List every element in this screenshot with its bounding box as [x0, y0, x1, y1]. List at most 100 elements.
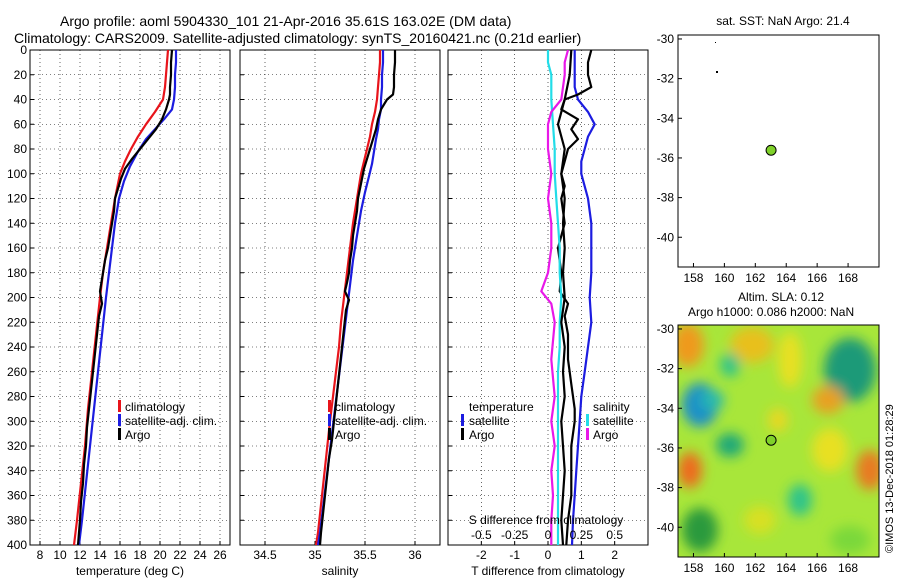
- depth-tick-label: 280: [7, 390, 27, 404]
- temperature-xlabel: temperature (deg C): [76, 564, 184, 578]
- map-x-tick-label: 166: [807, 271, 827, 285]
- sla-blob: [682, 508, 718, 552]
- sla-blob: [824, 338, 876, 402]
- sla-map-title-line1: Altim. SLA: 0.12: [738, 290, 824, 304]
- sla-blob: [678, 325, 704, 367]
- sla-heatmap: [678, 325, 879, 557]
- x-tick-label: 20: [153, 548, 167, 562]
- depth-tick-label: 360: [7, 489, 27, 503]
- figure-title-line2: Climatology: CARS2009. Satellite-adjuste…: [14, 30, 581, 46]
- sla-blob: [730, 327, 774, 363]
- sla-blob: [856, 450, 879, 490]
- map-y-tick-label: -36: [657, 441, 675, 455]
- depth-tick-label: 120: [7, 192, 27, 206]
- series-line-argo: [76, 50, 174, 545]
- depth-tick-label: 180: [7, 266, 27, 280]
- map-y-tick-label: -36: [657, 151, 675, 165]
- map-x-tick-label: 168: [838, 271, 858, 285]
- sla-blob: [700, 390, 724, 410]
- series-line-s-argo: [556, 50, 573, 545]
- map-y-tick-label: -38: [657, 481, 675, 495]
- x-tick-label: -2: [476, 548, 487, 562]
- sla-blob: [744, 506, 776, 534]
- depth-tick-label: 220: [7, 315, 27, 329]
- legend-label-satellite: satellite-adj. clim.: [125, 414, 217, 428]
- sla-map-title-line2: Argo h1000: 0.086 h2000: NaN: [688, 305, 854, 319]
- x-tick-label: 34.5: [253, 548, 277, 562]
- map-x-tick-label: 160: [714, 271, 734, 285]
- legend-swatch-s-argo: [586, 428, 589, 440]
- map-y-tick-label: -34: [657, 401, 675, 415]
- depth-tick-label: 300: [7, 414, 27, 428]
- series-line-t-satellite: [570, 50, 596, 545]
- legend-label-satellite: satellite-adj. clim.: [335, 414, 427, 428]
- x-tick-labels: 8 10 12 14 16 18 20 22 24 26 34.5 35 35.5 36 -2 -1 0 1 2-0…: [37, 528, 624, 562]
- sla-blob: [768, 408, 788, 432]
- legend-label-t-satellite: satellite: [469, 414, 510, 428]
- map-y-tick-label: -40: [657, 520, 675, 534]
- map-x-tick-label: 158: [683, 561, 703, 575]
- map-x-tick-label: 162: [745, 271, 765, 285]
- map-y-tick-label: -40: [657, 230, 675, 244]
- s-difference-label: S difference from climatology: [469, 513, 624, 527]
- x-tick-label: 24: [193, 548, 207, 562]
- x-tick-label: 16: [113, 548, 127, 562]
- legend-swatch-satellite: [328, 414, 331, 426]
- series-line-satellite-adj-clim-: [77, 50, 178, 545]
- map-y-tick-label: -32: [657, 362, 675, 376]
- salinity-xlabel: salinity: [322, 564, 359, 578]
- map-x-tick-label: 166: [807, 561, 827, 575]
- map-x-tick-label: 168: [838, 561, 858, 575]
- series-line-s-climatology: [540, 50, 570, 545]
- temperature-series: [72, 50, 178, 545]
- x-tick-label: 0: [545, 548, 552, 562]
- map-y-tick-label: -38: [657, 191, 675, 205]
- legend-swatch-argo: [118, 428, 121, 440]
- salinity-legend: climatology satellite-adj. clim. Argo: [328, 400, 427, 442]
- map-x-tick-label: 162: [745, 561, 765, 575]
- sst-map-axes: 158 160 162 164 166 168 -30 -32 -34 -36 -38 -40: [657, 32, 859, 285]
- x-tick-label: 14: [93, 548, 107, 562]
- x-tick-label: 35: [308, 548, 322, 562]
- x-tick-label: 18: [133, 548, 147, 562]
- sst-map-frame: [677, 34, 880, 268]
- map-x-tick-label: 164: [776, 561, 796, 575]
- depth-tick-label: 140: [7, 216, 27, 230]
- legend-swatch-climatology: [118, 400, 121, 412]
- s-diff-tick-label: 0: [545, 528, 552, 542]
- legend-title-temperature: temperature: [469, 400, 534, 414]
- legend-label-t-argo: Argo: [469, 428, 495, 442]
- x-tick-label: -1: [509, 548, 520, 562]
- x-tick-label: 22: [173, 548, 187, 562]
- depth-tick-label: 100: [7, 167, 27, 181]
- depth-tick-label: 240: [7, 340, 27, 354]
- x-tick-label: 8: [37, 548, 44, 562]
- legend-label-s-argo: Argo: [593, 428, 619, 442]
- legend-swatch-t-argo: [461, 428, 464, 440]
- x-tick-label: 36: [408, 548, 422, 562]
- difference-xlabel: T difference from climatology: [471, 564, 625, 578]
- x-tick-label: 10: [53, 548, 67, 562]
- legend-swatch-argo: [328, 428, 331, 440]
- legend-swatch-satellite: [118, 414, 121, 426]
- series-line-s-satellite: [546, 50, 563, 545]
- x-tick-label: 2: [611, 548, 618, 562]
- legend-label-s-satellite: satellite: [593, 414, 634, 428]
- map-x-tick-label: 158: [683, 271, 703, 285]
- depth-axis: 0 20 40 60 80 100 120 140 160 180 200 220 240 260 280 3…: [7, 43, 27, 552]
- x-tick-label: 1: [578, 548, 585, 562]
- depth-tick-label: 0: [20, 43, 27, 57]
- sla-map-axes: 158 160 162 164 166 168 -30 -32 -34 -36 -38 -40: [657, 322, 859, 575]
- sla-blob: [720, 353, 740, 377]
- sla-blob: [678, 452, 702, 488]
- x-tick-label: 12: [73, 548, 87, 562]
- legend-swatch-s-satellite: [586, 414, 589, 426]
- imos-watermark: ©IMOS 13-Dec-2018 01:28:29: [884, 404, 896, 553]
- depth-tick-label: 60: [14, 117, 28, 131]
- s-diff-tick-label: -0.5: [471, 528, 492, 542]
- salinity-series: [314, 50, 397, 545]
- difference-legend: temperature satellite Argo salinity sate…: [461, 400, 634, 442]
- argo-location-marker: [765, 144, 777, 156]
- sst-map-title: sat. SST: NaN Argo: 21.4: [716, 14, 850, 28]
